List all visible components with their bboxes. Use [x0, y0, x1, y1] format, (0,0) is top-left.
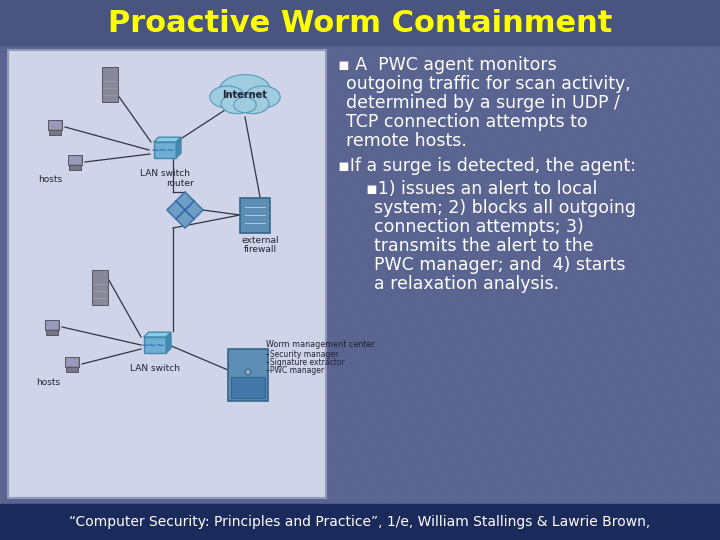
- Bar: [92, 270, 108, 305]
- Bar: [48, 120, 62, 130]
- Bar: [0, 0, 720, 45]
- Text: firewall: firewall: [243, 245, 276, 254]
- Text: Internet: Internet: [222, 90, 267, 100]
- Ellipse shape: [245, 86, 280, 108]
- Bar: [240, 198, 270, 233]
- Bar: [102, 67, 118, 102]
- Text: hosts: hosts: [36, 378, 60, 387]
- Text: system; 2) blocks all outgoing: system; 2) blocks all outgoing: [374, 199, 636, 217]
- Text: TCP connection attempts to: TCP connection attempts to: [346, 113, 588, 131]
- Bar: [46, 330, 58, 335]
- Polygon shape: [167, 192, 203, 228]
- Text: –PWC manager: –PWC manager: [266, 366, 324, 375]
- Text: hosts: hosts: [38, 175, 62, 184]
- Text: –Signature extractor: –Signature extractor: [266, 358, 345, 367]
- Text: determined by a surge in UDP /: determined by a surge in UDP /: [346, 94, 620, 112]
- Text: a relaxation analysis.: a relaxation analysis.: [374, 275, 559, 293]
- Bar: [66, 357, 78, 367]
- Bar: [50, 121, 60, 129]
- Bar: [0, 504, 720, 540]
- Text: PWC manager; and  4) starts: PWC manager; and 4) starts: [374, 256, 626, 274]
- Polygon shape: [154, 137, 181, 142]
- Text: outgoing traffic for scan activity,: outgoing traffic for scan activity,: [346, 75, 631, 93]
- Bar: [45, 320, 59, 330]
- Text: ∼∼∼: ∼∼∼: [141, 340, 165, 350]
- Polygon shape: [176, 137, 181, 158]
- Bar: [66, 358, 78, 366]
- Text: Worm management center: Worm management center: [266, 340, 375, 349]
- Text: ▪ A  PWC agent monitors: ▪ A PWC agent monitors: [338, 56, 557, 74]
- Bar: [228, 349, 268, 401]
- Text: Proactive Worm Containment: Proactive Worm Containment: [108, 9, 612, 37]
- Text: LAN switch: LAN switch: [130, 364, 180, 373]
- Bar: [69, 165, 81, 170]
- Bar: [8, 50, 326, 498]
- Bar: [69, 156, 81, 164]
- Ellipse shape: [220, 75, 271, 105]
- Text: connection attempts; 3): connection attempts; 3): [374, 218, 584, 236]
- Text: ∼∼∼: ∼∼∼: [150, 145, 175, 155]
- Ellipse shape: [234, 97, 256, 113]
- Text: ▪1) issues an alert to local: ▪1) issues an alert to local: [366, 180, 598, 198]
- Bar: [68, 154, 82, 165]
- Polygon shape: [166, 332, 171, 353]
- Circle shape: [245, 369, 251, 375]
- Bar: [47, 321, 58, 329]
- Ellipse shape: [210, 86, 245, 108]
- Bar: [66, 367, 78, 372]
- Text: external: external: [241, 236, 279, 245]
- Text: remote hosts.: remote hosts.: [346, 132, 467, 150]
- Bar: [231, 377, 265, 398]
- Ellipse shape: [221, 94, 253, 114]
- Text: –Security manager: –Security manager: [266, 350, 338, 359]
- Polygon shape: [154, 142, 176, 158]
- Text: “Computer Security: Principles and Practice”, 1/e, William Stallings & Lawrie Br: “Computer Security: Principles and Pract…: [69, 515, 651, 529]
- Text: ▪If a surge is detected, the agent:: ▪If a surge is detected, the agent:: [338, 157, 636, 175]
- Text: transmits the alert to the: transmits the alert to the: [374, 237, 593, 255]
- Bar: [49, 130, 61, 135]
- Polygon shape: [144, 337, 166, 353]
- Text: router: router: [166, 179, 194, 188]
- Text: LAN switch: LAN switch: [140, 169, 190, 178]
- Polygon shape: [144, 332, 171, 337]
- Ellipse shape: [237, 94, 269, 114]
